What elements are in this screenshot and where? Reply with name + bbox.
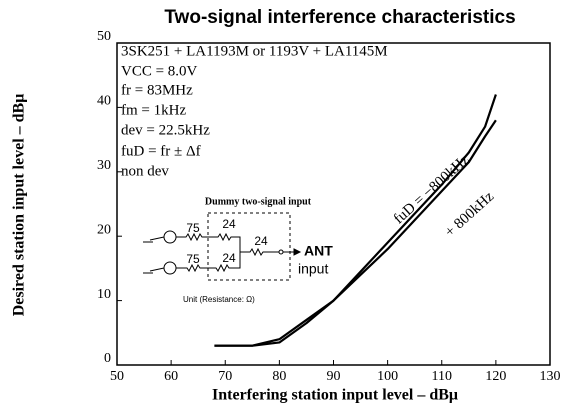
series-label: + 800kHz [442, 188, 497, 240]
node [278, 249, 284, 255]
x-axis-label: Interfering station input level – dBμ [212, 387, 458, 404]
y-tick-label: 10 [97, 287, 111, 302]
x-tick-label: 60 [164, 369, 178, 384]
y-axis-label: Desired station input level – dBμ [11, 94, 28, 317]
dummy-box [207, 212, 291, 281]
inset-label: 24 [222, 251, 236, 265]
y-tick-label: 50 [97, 29, 111, 44]
source [163, 261, 177, 275]
annotation: fr = 83MHz [121, 82, 193, 98]
inset-label: ANT [304, 243, 333, 259]
source [163, 230, 177, 244]
x-tick-label: 50 [110, 369, 124, 384]
arrow [293, 248, 302, 256]
annotation: 3SK251 + LA1193M or 1193V + LA1145M [121, 43, 388, 59]
inset-label: 75 [186, 252, 200, 266]
x-tick-label: 70 [218, 369, 232, 384]
inset-label: input [298, 261, 328, 277]
x-tick-label: 120 [485, 369, 506, 384]
annotation: non dev [121, 163, 169, 179]
annotation: fuD = fr ± Δf [121, 143, 201, 159]
series-line [214, 119, 497, 347]
y-tick-label: 20 [97, 222, 111, 237]
x-tick-label: 80 [272, 369, 286, 384]
x-tick-label: 130 [540, 369, 561, 384]
annotation: VCC = 8.0V [121, 63, 198, 79]
annotation: dev = 22.5kHz [121, 122, 210, 138]
y-tick-label: 40 [97, 94, 111, 109]
inset-diagram [143, 212, 302, 281]
annotation: fm = 1kHz [121, 102, 186, 118]
inset-label: 75 [186, 221, 200, 235]
y-tick-label: 0 [104, 351, 111, 366]
wiring [149, 232, 300, 273]
inset-unit: Unit (Resistance: Ω) [183, 295, 255, 304]
annotations: 3SK251 + LA1193M or 1193V + LA1145M VCC … [121, 43, 388, 179]
inset-label: 24 [254, 234, 268, 248]
y-tick-label: 30 [97, 158, 111, 173]
x-tick-label: 110 [432, 369, 452, 384]
x-tick-label: 90 [327, 369, 341, 384]
ground [143, 241, 153, 274]
inset-label: 24 [222, 217, 236, 231]
inset-title: Dummy two-signal input [205, 196, 312, 207]
series-line [214, 94, 497, 347]
x-tick-label: 100 [377, 369, 398, 384]
chart-title: Two-signal interference characteristics [164, 7, 515, 28]
